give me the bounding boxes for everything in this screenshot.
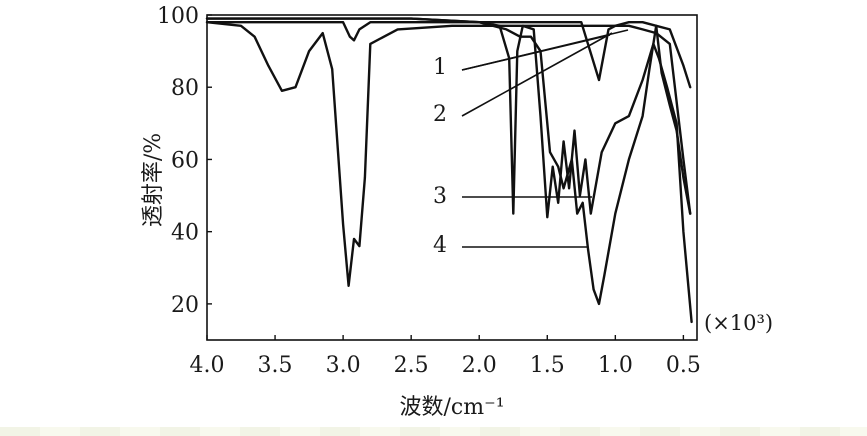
- series-leader-lines: 1 2 3 4: [433, 29, 629, 258]
- series-2-label: 2: [433, 102, 447, 127]
- x-tick-label: 3.5: [258, 353, 293, 378]
- x-axis-ticks: 4.0 3.5 3.0 2.5 2.0 1.5 1.0 0.5: [190, 335, 701, 378]
- y-tick-label: 40: [171, 221, 199, 246]
- x-tick-label: 1.0: [598, 353, 633, 378]
- y-axis-title: 透射率/%: [141, 133, 166, 227]
- x-tick-label: 0.5: [666, 353, 701, 378]
- x-tick-label: 1.5: [530, 353, 565, 378]
- x-tick-label: 2.0: [462, 353, 497, 378]
- series-layer: [205, 17, 693, 324]
- series-1-label: 1: [433, 55, 447, 80]
- series-2-leader: [461, 32, 613, 117]
- x-tick-label: 3.0: [326, 353, 361, 378]
- x-tick-label: 2.5: [394, 353, 429, 378]
- series-3-label: 3: [433, 184, 447, 209]
- y-axis-ticks: 100 80 60 40 20: [157, 4, 212, 318]
- series-2-line: [205, 21, 692, 287]
- y-tick-label: 100: [157, 4, 199, 29]
- y-tick-label: 20: [171, 293, 199, 318]
- plot-frame: [206, 14, 698, 341]
- series-4-line: [205, 17, 692, 306]
- series-1-leader-branch: [461, 29, 629, 71]
- y-tick-label: 80: [171, 76, 199, 101]
- x-tick-label: 4.0: [190, 353, 225, 378]
- series-1-line: [205, 21, 692, 89]
- x-axis-scale-note: (×10³): [704, 311, 773, 335]
- series-4-label: 4: [433, 233, 447, 258]
- y-tick-label: 60: [171, 148, 199, 173]
- series-3-line: [205, 17, 693, 324]
- x-axis-title: 波数/cm⁻¹: [399, 395, 504, 420]
- bottom-edge-strip: [0, 427, 867, 436]
